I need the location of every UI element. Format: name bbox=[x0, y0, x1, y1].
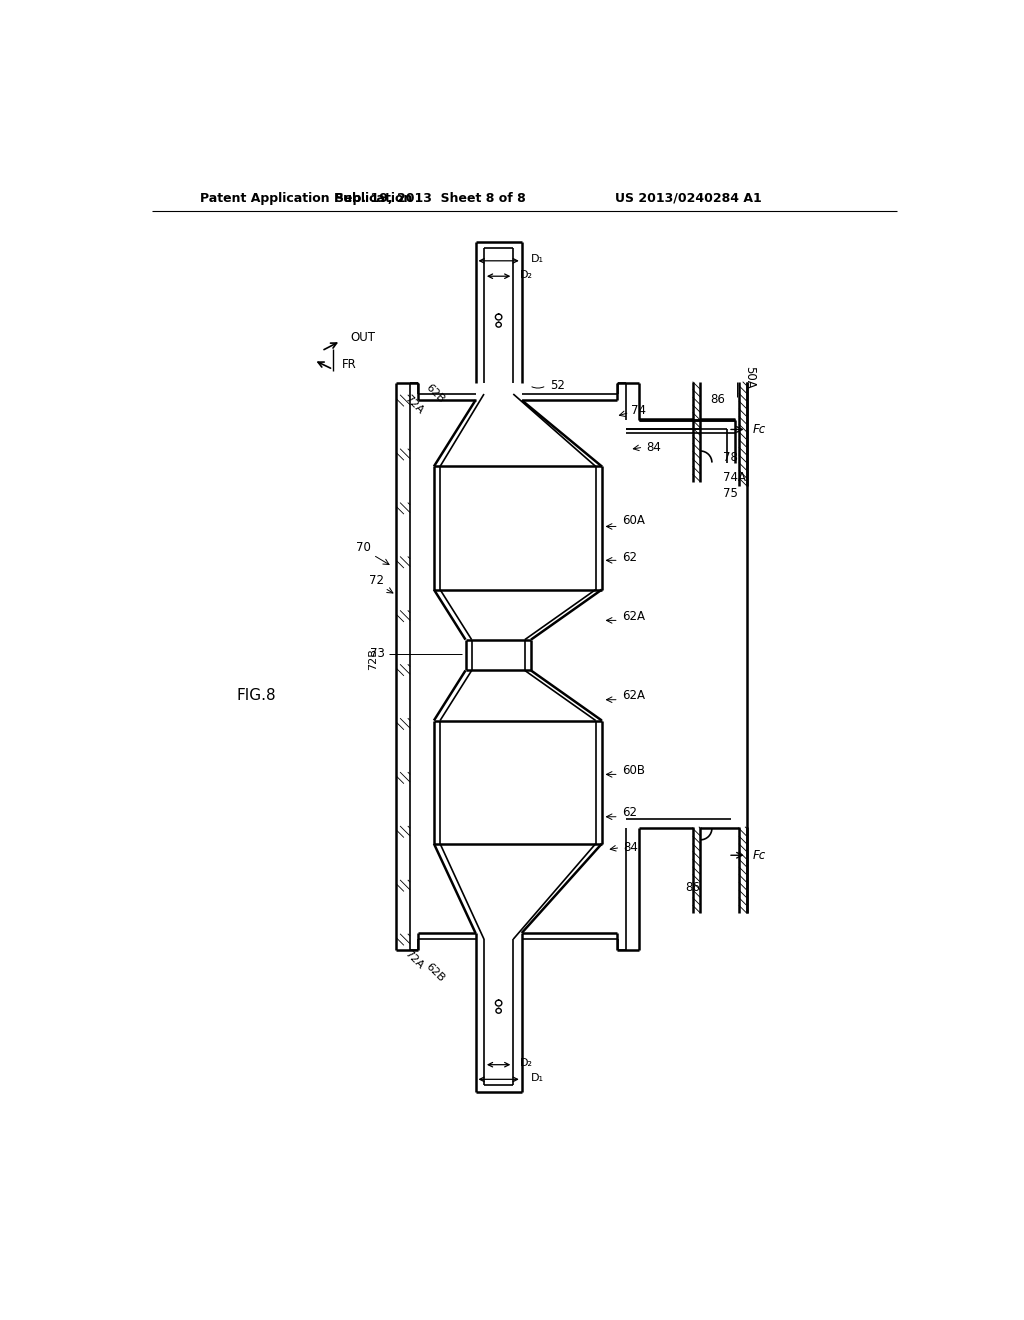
Text: 72A: 72A bbox=[402, 948, 425, 970]
Text: 84: 84 bbox=[624, 841, 638, 854]
Text: 62A: 62A bbox=[622, 610, 645, 623]
Text: 62A: 62A bbox=[622, 689, 645, 702]
Text: 78: 78 bbox=[724, 450, 738, 463]
Text: 72A: 72A bbox=[402, 393, 425, 416]
Text: 72B: 72B bbox=[368, 648, 378, 669]
Text: 62: 62 bbox=[622, 807, 637, 820]
Text: 52: 52 bbox=[550, 379, 565, 392]
Text: 74A: 74A bbox=[724, 471, 746, 484]
Text: 62B: 62B bbox=[424, 381, 445, 404]
Text: 62B: 62B bbox=[424, 962, 445, 985]
Text: Patent Application Publication: Patent Application Publication bbox=[200, 191, 413, 205]
Text: 86: 86 bbox=[685, 880, 700, 894]
Text: 72: 72 bbox=[370, 574, 384, 587]
Text: D₁: D₁ bbox=[531, 255, 544, 264]
Text: 70: 70 bbox=[355, 541, 371, 554]
Text: Fc: Fc bbox=[753, 849, 766, 862]
Text: Fc: Fc bbox=[753, 422, 766, 436]
Text: D₁: D₁ bbox=[531, 1073, 544, 1082]
Text: 73: 73 bbox=[370, 647, 385, 660]
Text: US 2013/0240284 A1: US 2013/0240284 A1 bbox=[615, 191, 762, 205]
Text: 86: 86 bbox=[711, 393, 726, 407]
Text: 60B: 60B bbox=[622, 764, 645, 777]
Text: 74: 74 bbox=[631, 404, 646, 417]
Text: FIG.8: FIG.8 bbox=[237, 688, 276, 704]
Text: 84: 84 bbox=[646, 441, 662, 454]
Text: 60A: 60A bbox=[622, 513, 645, 527]
Text: 75: 75 bbox=[724, 487, 738, 500]
Text: D₂: D₂ bbox=[519, 269, 532, 280]
Text: FR: FR bbox=[342, 358, 357, 371]
Text: Sep. 19, 2013  Sheet 8 of 8: Sep. 19, 2013 Sheet 8 of 8 bbox=[336, 191, 526, 205]
Text: D₂: D₂ bbox=[519, 1059, 532, 1068]
Text: OUT: OUT bbox=[350, 330, 375, 343]
Text: 50A: 50A bbox=[742, 367, 756, 389]
Text: 62: 62 bbox=[622, 550, 637, 564]
